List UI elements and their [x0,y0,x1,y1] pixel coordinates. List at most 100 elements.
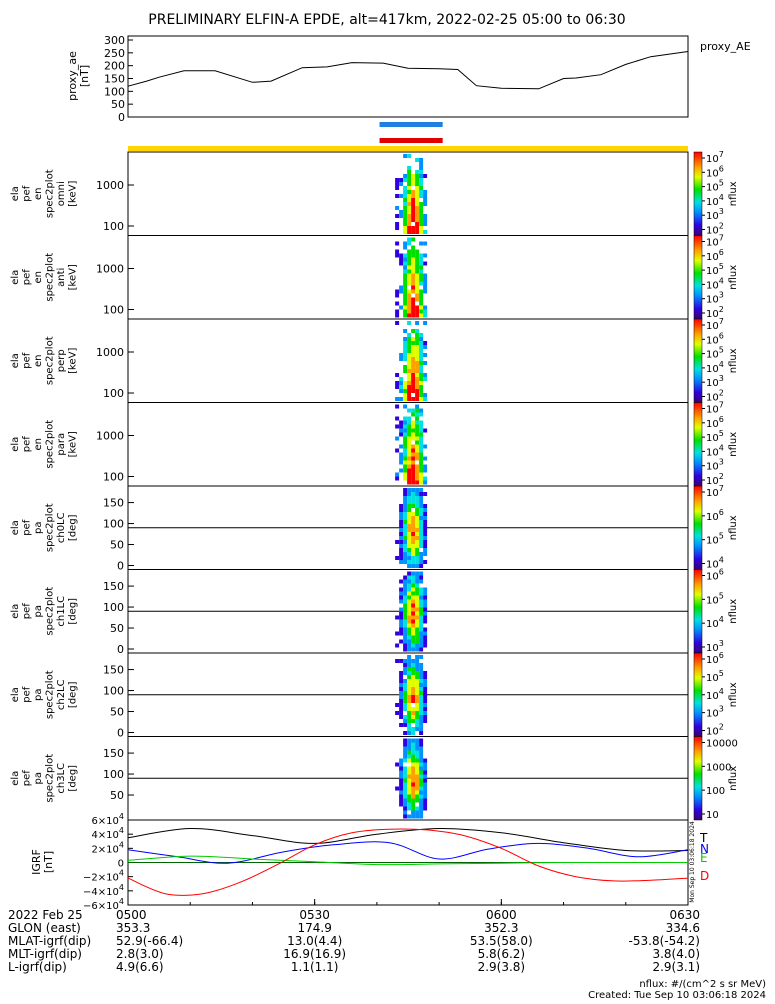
spec-cell [419,313,424,318]
spec-cell [419,723,424,727]
spec-cell [411,564,416,568]
spec-cell [423,309,428,314]
spec-cell [415,329,420,333]
spec-cell [403,468,408,473]
spec-cell [395,222,400,226]
spec-cell [415,675,420,679]
spec-cell [419,571,424,576]
spec-cell [411,619,416,624]
spec-cell [403,663,408,667]
spec-cell [411,738,416,743]
spec-cell [395,476,400,481]
spec-ch1LC-cb-label-base: 10 [706,572,719,583]
spec-cell [399,214,404,218]
spec-ch0LC-ylabel: pa [33,522,44,534]
spec-cell [399,619,404,624]
spec-perp-cb-label-base: 10 [706,335,719,346]
spec-cell [415,679,420,683]
spec-cell [415,182,420,186]
spec-cell [419,671,424,675]
spec-cell [407,711,412,715]
spec-cell [411,305,416,310]
spec-cell [407,814,412,819]
spec-cell [403,357,408,361]
spec-cell [407,301,412,306]
spec-cell [419,758,424,763]
spec-cell [419,496,424,500]
spec-cell [423,508,428,512]
spec-cell [419,178,424,182]
spec-cell [415,750,420,755]
spec-ch2LC-cb-label-base: 10 [706,727,719,738]
spec-cell [411,556,416,560]
ephem-row-label: MLAT-igrf(dip) [8,934,91,948]
spec-cell [419,715,424,719]
spec-cell [419,552,424,556]
spec-ch1LC-ytick-label: 0 [117,643,124,656]
spec-cell [419,707,424,711]
spec-ch1LC-ylabel: [deg] [68,598,79,625]
spec-cell [415,297,420,302]
spec-anti-cb-label-base: 10 [706,309,719,320]
spec-cell [419,341,424,345]
spec-ch1LC-cb-label: 105 [706,591,724,606]
spec-cell [415,353,420,357]
spec-cell [423,778,428,783]
spec-cell [419,540,424,544]
proxy-ae-legend: proxy_AE [700,40,751,53]
spec-cell [423,691,428,695]
spec-cell [407,778,412,783]
spec-cell [395,293,400,298]
spec-cell [415,253,420,258]
spec-cell [423,560,428,564]
spec-cell [403,448,408,453]
spec-omni-cb-label-exp: 6 [719,164,724,173]
spec-cell [407,655,412,659]
spec-cell [407,202,412,206]
spec-cell [407,571,412,576]
spec-cell [403,206,408,210]
spec-cell [411,369,416,373]
spec-cell [419,210,424,214]
spec-cell [419,790,424,795]
spec-ch3LC-ylabel: spec2plot [45,754,56,803]
spec-cell [399,794,404,799]
spec-cell [403,774,408,779]
spec-cell [423,492,428,496]
spec-cell [407,464,412,469]
spec-cell [411,377,416,381]
igrf-legend-N: N [700,842,709,856]
spec-cell [403,253,408,258]
spec-cell [395,289,400,294]
spec-cell [419,468,424,473]
spec-perp-cb-label: 103 [706,374,724,389]
spec-para-ytick-label: 1000 [96,430,124,443]
spec-cell [399,532,404,536]
spec-cell [395,615,400,620]
spec-cell [423,643,428,648]
spec-cell [411,178,416,182]
spec-cell [407,281,412,286]
spec-para-cb-label-exp: 5 [719,429,724,438]
spec-cell [395,643,400,648]
spec-cell [395,182,400,186]
spec-cell [407,635,412,640]
spec-ch3LC-ylabel: ela [10,771,21,786]
spec-para-cb-label-exp: 2 [719,472,724,481]
spec-cell [423,218,428,222]
ephem-time-label: 0600 [486,908,517,922]
spec-cell [419,369,424,373]
spec-cell [407,420,412,425]
spec-cell [423,595,428,600]
spec-cell [423,198,428,202]
spec-cell [423,806,428,811]
spec-cell [411,599,416,604]
spec-cell [411,611,416,616]
spec-cell [395,313,400,318]
spec-cell [415,623,420,628]
spec-cell [415,194,420,198]
spec-cell [403,540,408,544]
spec-cell [419,190,424,194]
spec-cell [423,241,428,246]
spec-ch3LC-colorbar [693,736,703,821]
